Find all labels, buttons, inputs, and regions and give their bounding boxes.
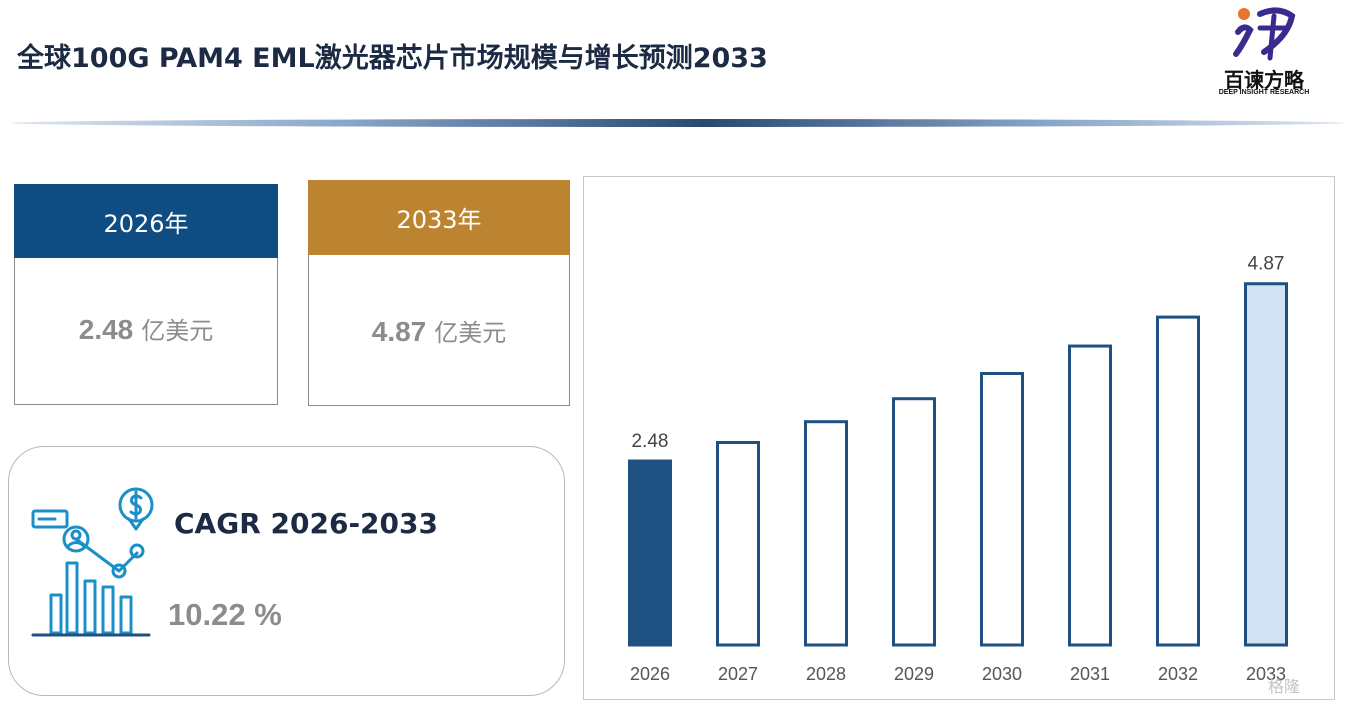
- logo-text: 百谏方略: [1224, 68, 1304, 92]
- data-label-2033: 4.87: [1248, 254, 1285, 275]
- bar-2030: [980, 371, 1024, 647]
- card-2026-header: 2026年: [14, 184, 278, 258]
- bar-2029: [892, 397, 936, 647]
- bar-chart-panel: 2026 2.48 2027 2028 2029 2030 2031 2032 2033 4.87: [583, 176, 1335, 700]
- logo-subtext: DEEP INSIGHT RESEARCH: [1218, 89, 1310, 96]
- cagr-value: 10.22 %: [168, 597, 282, 632]
- x-tick-label-2032: 2032: [1158, 664, 1198, 684]
- cagr-label: CAGR 2026-2033: [174, 507, 438, 540]
- bar-2031: [1068, 344, 1112, 647]
- x-tick-label-2030: 2030: [982, 664, 1022, 684]
- x-tick-label-2027: 2027: [718, 664, 758, 684]
- card-2033: 2033年 4.87 亿美元: [308, 180, 570, 406]
- card-2026-value: 2.48: [78, 314, 134, 345]
- bar-2027: [716, 440, 760, 647]
- bar-chart: 2026 2.48 2027 2028 2029 2030 2031 2032 2033 4.87: [628, 254, 1288, 684]
- x-tick-label-2028: 2028: [806, 664, 846, 684]
- page-title: 全球100G PAM4 EML激光器芯片市场规模与增长预测2033: [17, 43, 768, 74]
- x-tick-label-2029: 2029: [894, 664, 934, 684]
- bar-2033: [1244, 282, 1288, 647]
- header-divider: [10, 119, 1345, 127]
- data-label-2026: 2.48: [632, 431, 669, 452]
- card-2033-unit: 亿美元: [434, 319, 507, 347]
- brand-logo: 百谏方略 DEEP INSIGHT RESEARCH: [1208, 2, 1320, 98]
- card-2026: 2026年 2.48 亿美元: [14, 184, 278, 405]
- bar-2026: [628, 459, 672, 647]
- x-tick-label-2033: 2033: [1246, 664, 1286, 684]
- card-2033-value: 4.87: [371, 316, 427, 347]
- x-tick-label-2026: 2026: [630, 664, 670, 684]
- card-2026-unit: 亿美元: [141, 317, 214, 345]
- card-2033-value-row: 4.87 亿美元: [309, 313, 569, 348]
- cagr-panel: CAGR 2026-2033 10.22 %: [8, 446, 565, 696]
- brand-mark-icon: [1233, 7, 1296, 61]
- bar-2028: [804, 420, 848, 647]
- bar-2032: [1156, 315, 1200, 647]
- growth-chart-icon: [31, 487, 154, 637]
- card-2026-year: 2026年: [103, 209, 189, 238]
- watermark-text: 格隆: [1268, 677, 1301, 696]
- card-2033-year: 2033年: [396, 206, 482, 234]
- card-2026-value-row: 2.48 亿美元: [15, 311, 277, 346]
- card-2033-header: 2033年: [308, 180, 570, 255]
- x-tick-label-2031: 2031: [1070, 664, 1110, 684]
